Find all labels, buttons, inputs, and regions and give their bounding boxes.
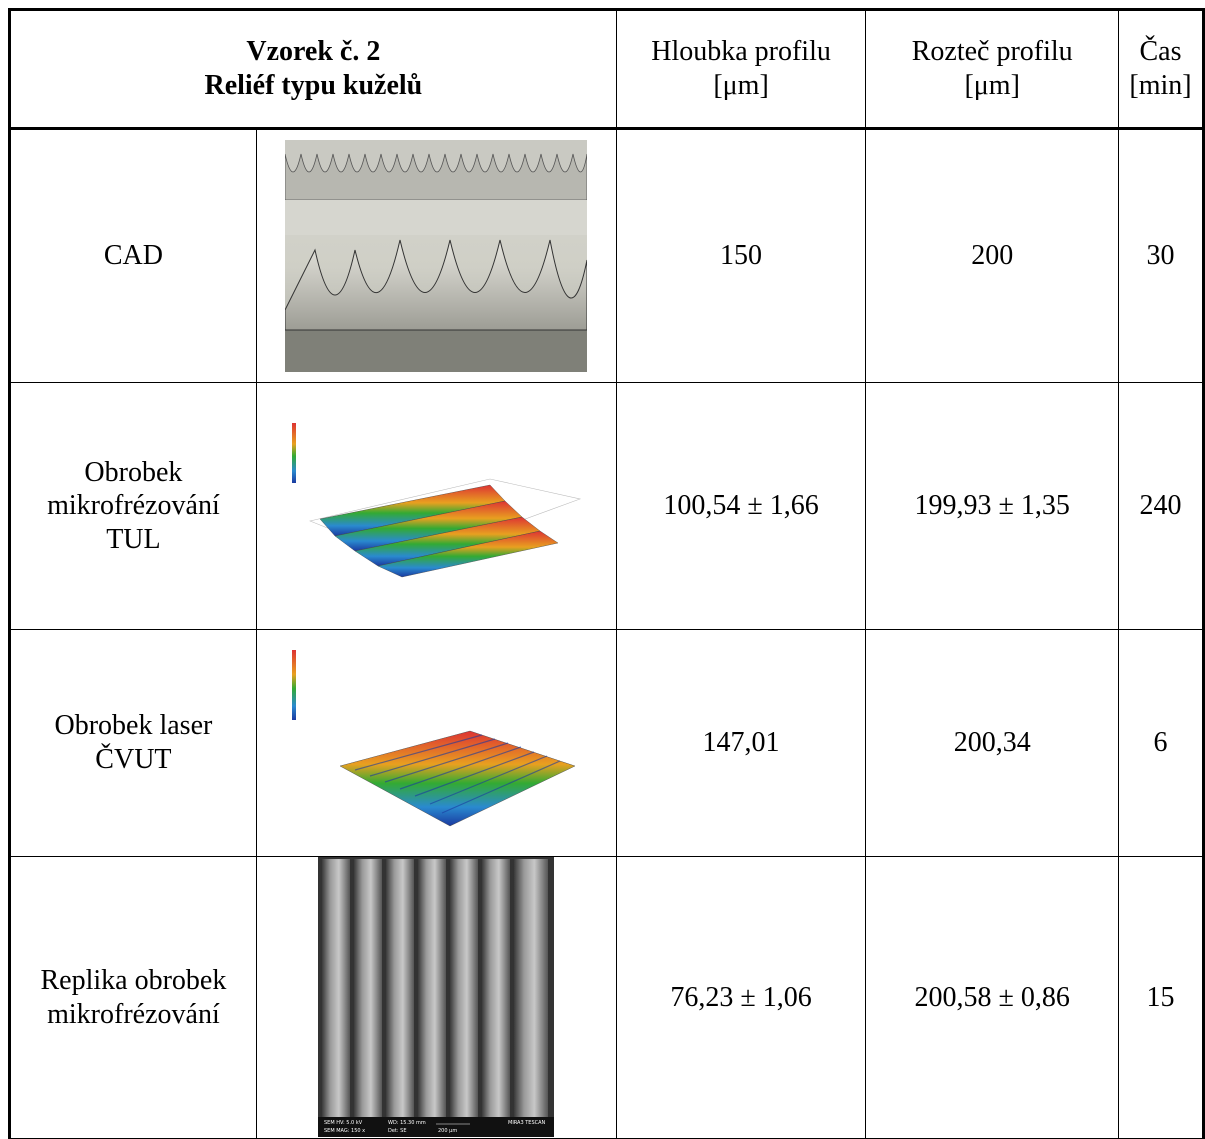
row: Obrobek mikrofrézování TUL 100,54 ± 1,66 1…: [9, 382, 1205, 630]
image-cell: [255, 128, 617, 383]
time-cell: 240: [1118, 382, 1205, 630]
cad-image: [285, 140, 588, 372]
sem-label: SEM MAG: 150 x: [324, 1128, 365, 1134]
row: Obrobek laser ČVUT 147,01 200,34 6: [9, 629, 1205, 857]
depth-cell: 100,54 ± 1,66: [615, 382, 867, 630]
header-cell: Rozteč profilu [μm]: [865, 9, 1120, 130]
sem-label: 200 μm: [438, 1128, 457, 1134]
depth-cell: 150: [615, 128, 867, 383]
row: Replika obrobek mikrofrézování SEM HV: 5.…: [9, 856, 1205, 1139]
label: ČVUT: [95, 744, 172, 775]
pitch-cell: 200,58 ± 0,86: [865, 856, 1120, 1139]
header-cell: Vzorek č. 2 Reliéf typu kuželů: [9, 9, 617, 130]
sem-label: Det: SE: [388, 1128, 407, 1134]
label-cell: CAD: [9, 128, 257, 383]
label: Obrobek laser: [54, 710, 213, 742]
time-cell: 6: [1118, 629, 1205, 857]
label: CAD: [103, 240, 163, 272]
header-unit: [μm]: [713, 70, 769, 101]
image-cell: [255, 382, 617, 630]
sem-label: SEM HV: 5.0 kV: [324, 1120, 363, 1126]
results-table: Vzorek č. 2 Reliéf typu kuželů Hloubka p…: [8, 8, 1205, 1139]
label: TUL: [106, 523, 161, 555]
header-cell: Hloubka profilu [μm]: [615, 9, 867, 130]
sem-label: WD: 15.30 mm: [388, 1120, 426, 1126]
pitch-cell: 200: [865, 128, 1120, 383]
label: Replika obrobek: [40, 964, 227, 996]
header-text: Hloubka profilu: [651, 36, 831, 68]
tul-surface-image: [290, 421, 583, 591]
pitch-cell: 200,34: [865, 629, 1120, 857]
label: mikrofrézování: [47, 490, 220, 522]
header-unit: [min]: [1129, 70, 1192, 101]
sample-title: Vzorek č. 2: [246, 36, 381, 68]
relief-title: Reliéf typu kuželů: [204, 70, 423, 101]
label: mikrofrézování: [47, 998, 220, 1030]
sem-image: SEM HV: 5.0 kV WD: 15.30 mm MIRA3 TESCAN…: [318, 857, 555, 1137]
header-row: Vzorek č. 2 Reliéf typu kuželů Hloubka p…: [9, 9, 1205, 130]
image-cell: [255, 629, 617, 857]
depth-cell: 76,23 ± 1,06: [615, 856, 867, 1139]
header-text: Rozteč profilu: [911, 36, 1073, 68]
cvut-surface-image: [290, 645, 583, 841]
sem-label: MIRA3 TESCAN: [508, 1120, 546, 1126]
label-cell: Obrobek mikrofrézování TUL: [9, 382, 257, 630]
label: Obrobek: [84, 456, 183, 488]
image-cell: SEM HV: 5.0 kV WD: 15.30 mm MIRA3 TESCAN…: [255, 856, 617, 1139]
header-cell: Čas [min]: [1118, 9, 1205, 130]
pitch-cell: 199,93 ± 1,35: [865, 382, 1120, 630]
header-text: Čas: [1139, 36, 1182, 68]
time-cell: 15: [1118, 856, 1205, 1139]
label-cell: Obrobek laser ČVUT: [9, 629, 257, 857]
depth-cell: 147,01: [615, 629, 867, 857]
label-cell: Replika obrobek mikrofrézování: [9, 856, 257, 1139]
header-unit: [μm]: [964, 70, 1020, 101]
time-cell: 30: [1118, 128, 1205, 383]
row: CAD 150 200 30: [9, 128, 1205, 383]
